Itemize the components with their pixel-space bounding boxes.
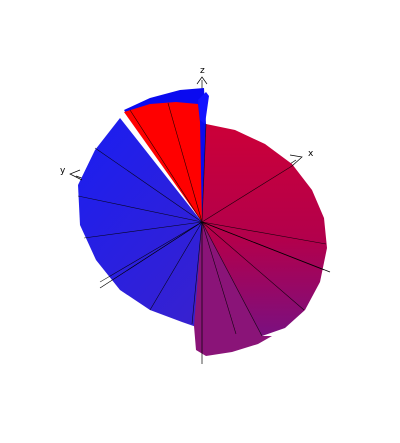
y-axis-label: y	[60, 166, 66, 176]
top-blue-strip	[198, 92, 209, 124]
z-axis-label: z	[200, 66, 205, 76]
right-sheet	[202, 124, 327, 336]
bottom-lobe	[194, 222, 272, 356]
x-axis-label: x	[308, 149, 314, 159]
axis-arrowheads	[69, 76, 303, 181]
front-axes	[99, 221, 331, 364]
